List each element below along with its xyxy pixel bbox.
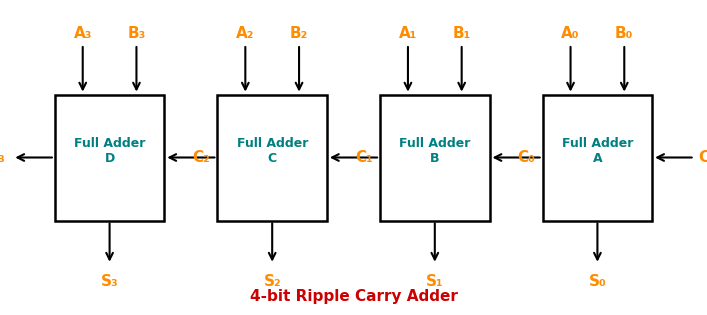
Text: S₀: S₀ bbox=[588, 274, 607, 289]
Text: A₁: A₁ bbox=[399, 26, 417, 41]
Text: C₀: C₀ bbox=[518, 150, 536, 165]
Text: B₁: B₁ bbox=[452, 26, 471, 41]
Bar bbox=[218, 94, 327, 220]
Text: A₀: A₀ bbox=[561, 26, 580, 41]
Text: S₁: S₁ bbox=[426, 274, 443, 289]
Text: S₂: S₂ bbox=[264, 274, 281, 289]
Text: B₃: B₃ bbox=[127, 26, 146, 41]
Text: C₁: C₁ bbox=[355, 150, 373, 165]
Text: Full Adder
B: Full Adder B bbox=[399, 137, 470, 165]
Text: S₃: S₃ bbox=[100, 274, 119, 289]
Bar bbox=[55, 94, 164, 220]
Text: A₃: A₃ bbox=[74, 26, 92, 41]
Text: Full Adder
D: Full Adder D bbox=[74, 137, 145, 165]
Text: Full Adder
C: Full Adder C bbox=[237, 137, 308, 165]
Text: A₂: A₂ bbox=[236, 26, 255, 41]
Text: B₂: B₂ bbox=[290, 26, 308, 41]
Text: B₀: B₀ bbox=[615, 26, 633, 41]
Text: Full Adder
A: Full Adder A bbox=[562, 137, 633, 165]
Bar bbox=[380, 94, 489, 220]
Bar bbox=[543, 94, 652, 220]
Text: 4-bit Ripple Carry Adder: 4-bit Ripple Carry Adder bbox=[250, 289, 457, 304]
Text: C₃: C₃ bbox=[0, 150, 6, 165]
Text: Cᴵₙ: Cᴵₙ bbox=[698, 150, 707, 165]
Text: C₂: C₂ bbox=[192, 150, 211, 165]
